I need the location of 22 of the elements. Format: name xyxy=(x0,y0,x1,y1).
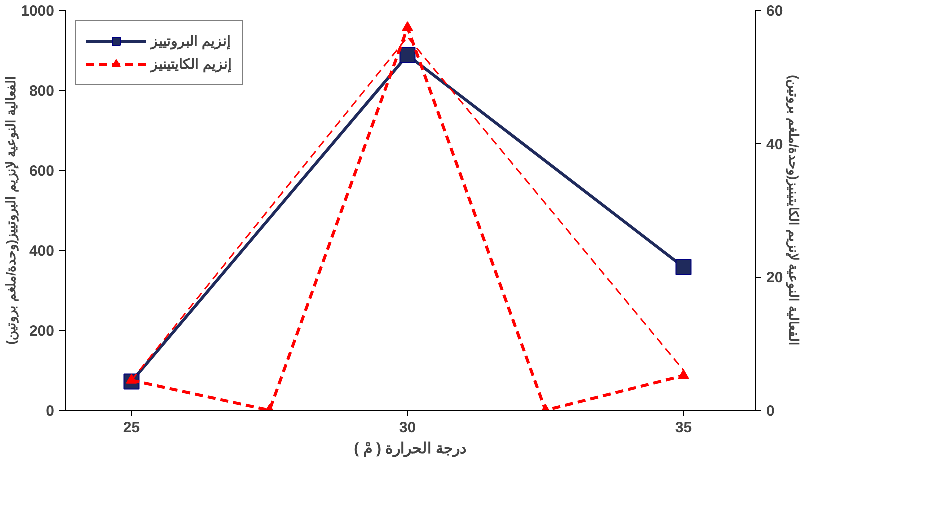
legend-label: إنزيم الكايتينيز xyxy=(151,56,232,72)
point xyxy=(678,370,690,380)
y-axis-title: الفعالية النوعية لإنزيم البروتييز(وحدة/ملغم بروتين) xyxy=(4,76,20,345)
y-tick-label: 200 xyxy=(29,323,55,340)
y2-tick-label: 60 xyxy=(766,3,784,20)
point xyxy=(402,22,414,32)
y2-axis-title: الفعالية النوعية لإنزيم الكايتينيز(وحدة/ملغم بروتين) xyxy=(786,75,802,346)
y-tick-label: 400 xyxy=(29,243,55,260)
y-tick-label: 0 xyxy=(46,403,54,420)
y-tick-label: 600 xyxy=(29,163,55,180)
y2-tick-label: 40 xyxy=(766,136,784,154)
legend-label: إنزيم البروتييز xyxy=(151,33,231,49)
point xyxy=(676,259,692,276)
y2-tick-label: 20 xyxy=(766,270,784,287)
y2-tick-label: 0 xyxy=(766,403,775,420)
y-tick-label: 800 xyxy=(29,83,55,100)
x-tick-label: 35 xyxy=(675,420,692,436)
point xyxy=(400,47,416,64)
x-tick-label: 25 xyxy=(123,420,140,436)
x-tick-label: 30 xyxy=(399,420,416,436)
x-axis-title: درجة الحرارة ( مْ ) xyxy=(354,440,467,458)
y-tick-label: 1000 xyxy=(21,3,55,20)
